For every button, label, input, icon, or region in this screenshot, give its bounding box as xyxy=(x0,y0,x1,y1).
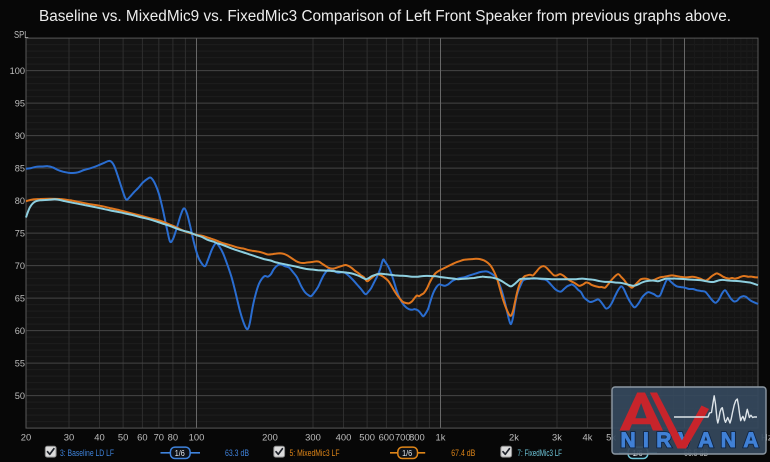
svg-text:7: FixedMic3 LF: 7: FixedMic3 LF xyxy=(518,448,563,458)
svg-text:200: 200 xyxy=(262,431,278,442)
svg-text:50: 50 xyxy=(118,431,128,442)
svg-text:700: 700 xyxy=(395,431,411,442)
svg-text:50: 50 xyxy=(15,391,25,401)
svg-text:90: 90 xyxy=(15,131,25,141)
svg-text:85: 85 xyxy=(15,163,25,173)
svg-text:5: MixedMic3 LF: 5: MixedMic3 LF xyxy=(290,448,340,458)
svg-text:3k: 3k xyxy=(552,431,562,442)
svg-text:500: 500 xyxy=(359,431,375,442)
svg-text:1/6: 1/6 xyxy=(402,448,412,458)
svg-text:40: 40 xyxy=(94,431,104,442)
svg-text:100: 100 xyxy=(10,66,25,76)
svg-text:63.3 dB: 63.3 dB xyxy=(225,448,249,458)
svg-text:SPL: SPL xyxy=(14,30,29,41)
svg-text:Baseline vs. MixedMic9 vs. Fix: Baseline vs. MixedMic9 vs. FixedMic3 Com… xyxy=(39,8,731,25)
svg-text:70: 70 xyxy=(15,261,25,271)
svg-text:2k: 2k xyxy=(509,431,519,442)
svg-text:65: 65 xyxy=(15,293,25,303)
svg-text:95: 95 xyxy=(15,98,25,108)
svg-text:80: 80 xyxy=(15,196,25,206)
svg-text:55: 55 xyxy=(15,358,25,368)
svg-text:4k: 4k xyxy=(583,431,593,442)
svg-text:60: 60 xyxy=(15,326,25,336)
svg-text:600: 600 xyxy=(379,431,395,442)
svg-text:800: 800 xyxy=(409,431,425,442)
svg-text:20: 20 xyxy=(21,431,31,442)
svg-text:80: 80 xyxy=(168,431,178,442)
svg-text:75: 75 xyxy=(15,228,25,238)
svg-text:1/6: 1/6 xyxy=(175,448,185,458)
svg-text:70: 70 xyxy=(154,431,164,442)
svg-text:60: 60 xyxy=(137,431,147,442)
svg-text:67.4 dB: 67.4 dB xyxy=(451,448,475,458)
svg-text:100: 100 xyxy=(189,431,205,442)
svg-text:300: 300 xyxy=(305,431,321,442)
svg-text:400: 400 xyxy=(336,431,352,442)
svg-text:5k: 5k xyxy=(606,431,616,442)
svg-text:30: 30 xyxy=(64,431,74,442)
svg-text:1k: 1k xyxy=(436,431,446,442)
svg-text:3: Baseline LD LF: 3: Baseline LD LF xyxy=(60,448,114,458)
